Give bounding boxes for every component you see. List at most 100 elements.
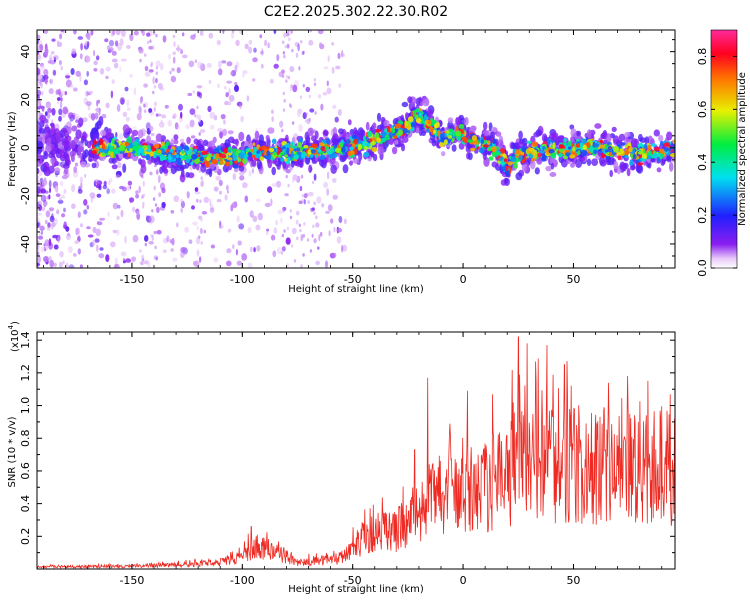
spectrogram-speckle <box>37 251 40 256</box>
spectrogram-speckle <box>83 209 88 215</box>
spectrogram-blob <box>607 155 615 166</box>
spectrogram-speckle <box>87 234 94 238</box>
spectrogram-speckle <box>270 198 273 206</box>
spectrogram-speckle <box>111 79 115 84</box>
spectrogram-blob <box>637 162 644 166</box>
spectrogram-speckle <box>37 120 40 129</box>
spectrogram-blob <box>187 149 193 156</box>
spectrogram-speckle <box>335 65 341 70</box>
spectrogram-speckle <box>280 251 284 255</box>
spectrogram-speckle <box>249 246 253 252</box>
spectrogram-speckle <box>70 84 74 89</box>
spectrogram-blob <box>455 130 462 137</box>
spectrogram-speckle <box>138 47 144 54</box>
spectrogram-blob <box>515 149 521 155</box>
spectrogram-speckle <box>82 117 88 123</box>
spectrogram-speckle <box>110 241 116 248</box>
spectrogram-blob <box>296 141 302 148</box>
spectrogram-speckle <box>289 215 293 220</box>
spectrogram-speckle <box>117 204 121 209</box>
spectrogram-speckle <box>113 62 119 69</box>
spectrogram-speckle <box>218 224 224 229</box>
spectrogram-speckle <box>49 187 51 194</box>
spectrogram-speckle <box>57 236 61 243</box>
spectrogram-blob <box>502 153 507 158</box>
spectrogram-speckle <box>257 212 263 221</box>
spectrogram-blob <box>619 148 624 155</box>
spectrogram-speckle <box>74 240 80 245</box>
spectrogram-speckle <box>127 185 131 191</box>
spectrogram-speckle <box>237 240 242 246</box>
spectrogram-speckle <box>327 204 333 212</box>
spectrogram-speckle <box>172 51 176 55</box>
x-tick-label: 0 <box>460 574 467 587</box>
spectrogram-speckle <box>312 224 315 229</box>
spectrogram-blob <box>191 154 198 160</box>
y-tick-label: -40 <box>19 235 32 253</box>
spectrogram-speckle <box>180 138 185 143</box>
spectrogram-speckle <box>313 173 317 181</box>
spectrogram-speckle <box>149 125 154 132</box>
spectrogram-speckle <box>234 84 239 92</box>
spectrogram-speckle <box>115 30 121 36</box>
spectrogram-blob <box>351 134 357 139</box>
spectrogram-speckle <box>111 188 116 194</box>
spectrogram-blob <box>415 114 419 120</box>
spectrogram-blob <box>563 137 567 143</box>
spectrogram-speckle <box>139 249 142 253</box>
spectrogram-speckle <box>125 258 131 263</box>
spectrogram-blob <box>353 138 359 145</box>
spectrogram-speckle <box>236 260 242 266</box>
spectrogram-speckle <box>171 237 175 246</box>
spectrogram-speckle <box>200 181 204 187</box>
spectrogram-speckle <box>172 34 176 39</box>
spectrogram-blob <box>182 154 188 159</box>
spectrogram-blob <box>624 131 631 137</box>
spectrogram-blob <box>101 143 106 150</box>
spectrogram-blob <box>594 123 602 129</box>
spectrogram-blob <box>192 162 197 170</box>
spectrogram-speckle <box>196 105 199 110</box>
spectrogram-blob <box>599 144 605 149</box>
spectrogram-speckle <box>159 182 166 191</box>
spectrogram-blob <box>329 147 334 154</box>
y-tick-label: 0 <box>19 144 32 151</box>
spectrogram-blob <box>322 158 328 165</box>
spectrogram-speckle <box>83 199 88 206</box>
spectrogram-blob <box>367 130 373 138</box>
spectrogram-blob <box>201 151 208 156</box>
spectrogram-blob <box>491 151 497 157</box>
spectrogram-speckle <box>65 233 72 241</box>
spectrogram-blob <box>234 151 239 157</box>
spectrogram-speckle <box>154 101 157 107</box>
spectrogram-blob <box>43 152 48 160</box>
spectrogram-blob <box>521 163 528 172</box>
spectrogram-speckle <box>281 246 286 252</box>
spectrogram-speckle <box>318 234 321 242</box>
spectrogram-speckle <box>281 128 284 133</box>
spectrogram-blob <box>281 145 287 150</box>
spectrogram-blob <box>520 151 525 156</box>
spectrogram-blob <box>98 138 104 145</box>
spectrogram-y-axis: -40 -20 0 20 40 <box>19 39 675 257</box>
spectrogram-blob <box>175 154 180 159</box>
spectrogram-speckle <box>120 209 124 218</box>
spectrogram-speckle <box>136 210 140 215</box>
spectrogram-speckle <box>198 235 201 239</box>
spectrogram-blob <box>528 154 534 159</box>
spectrogram-speckle <box>221 60 227 64</box>
spectrogram-speckle <box>75 119 79 123</box>
spectrogram-blob <box>586 158 592 166</box>
spectrogram-blob <box>464 116 469 126</box>
spectrogram-speckle <box>156 206 160 213</box>
spectrogram-speckle <box>154 203 158 207</box>
spectrogram-blob <box>349 146 354 151</box>
spectrogram-blob <box>613 161 619 170</box>
spectrogram-speckle <box>140 100 143 104</box>
spectrogram-blob <box>128 142 133 147</box>
spectrogram-blob <box>467 139 473 143</box>
spectrogram-speckle <box>83 79 88 86</box>
spectrogram-blob <box>111 164 118 170</box>
spectrogram-blob <box>487 140 491 146</box>
spectrogram-speckle <box>156 229 162 235</box>
